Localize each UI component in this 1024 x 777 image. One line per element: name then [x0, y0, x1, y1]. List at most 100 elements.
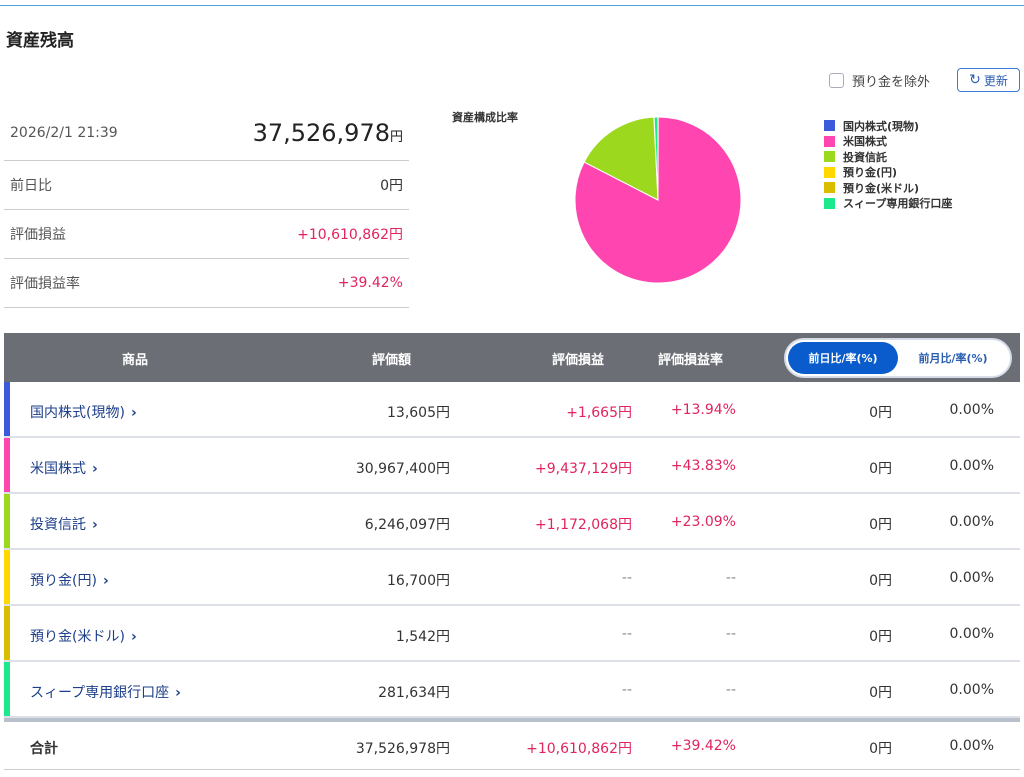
row-pl: +9,437,129円: [535, 461, 632, 477]
summary-label: 評価損益: [10, 227, 66, 243]
legend-label: スィープ専用銀行口座: [843, 197, 953, 211]
header-value: 評価額: [372, 353, 412, 368]
summary-value: 0円: [380, 178, 403, 194]
summary-total-row: 2026/2/1 21:39 37,526,978円: [4, 106, 409, 161]
table-row: 国内株式(現物) › 13,605円 +1,665円 +13.94% 0円 0.0…: [4, 382, 1020, 438]
chart-legend: 国内株式(現物) 米国株式 投資信託 預り金(円) 預り金(米ドル) スィープ専用銀行口座: [824, 118, 952, 211]
row-value: 1,542円: [395, 629, 450, 645]
total-pl: +10,610,862円: [526, 741, 632, 757]
legend-item: 米国株式: [824, 134, 952, 150]
category-name: 預り金(米ドル): [30, 629, 125, 645]
total-pl-rate: +39.42%: [670, 738, 736, 754]
exclude-deposit-checkbox[interactable]: 預り金を除外: [829, 71, 930, 90]
row-pl: --: [621, 570, 632, 586]
category-link[interactable]: 預り金(米ドル) ›: [30, 626, 137, 646]
header-pl: 評価損益: [552, 353, 605, 368]
table-row: 預り金(円) › 16,700円 -- -- 0円 0.00%: [4, 550, 1020, 606]
total-change: 0円: [869, 741, 892, 757]
category-link[interactable]: 預り金(円) ›: [30, 570, 109, 590]
row-change: 0円: [869, 573, 892, 589]
category-name: スィープ専用銀行口座: [30, 685, 170, 701]
row-pl: --: [621, 626, 632, 642]
category-link[interactable]: 国内株式(現物) ›: [30, 402, 137, 422]
summary-label: 評価損益率: [10, 276, 80, 292]
toggle-monthly[interactable]: 前月比/率(%): [918, 352, 988, 365]
category-link[interactable]: 投資信託 ›: [30, 514, 98, 534]
category-name: 投資信託: [30, 517, 86, 533]
table-row: スィープ専用銀行口座 › 281,634円 -- -- 0円 0.00%: [4, 662, 1020, 718]
category-color-bar: [4, 438, 10, 492]
legend-label: 国内株式(現物): [843, 119, 920, 133]
period-toggle: 前日比/率(%) 前月比/率(%): [784, 338, 1012, 378]
top-divider: [0, 5, 1024, 6]
category-color-bar: [4, 662, 10, 716]
page-title: 資産残高: [6, 31, 74, 51]
row-pl: +1,665円: [566, 405, 632, 421]
legend-swatch: [824, 151, 835, 163]
chevron-right-icon: ›: [102, 573, 109, 589]
row-change-rate: 0.00%: [949, 570, 994, 586]
summary-value: +39.42%: [337, 275, 403, 291]
row-change: 0円: [869, 461, 892, 477]
row-value: 16,700円: [387, 573, 450, 589]
summary-row-daily: 前日比 0円: [4, 161, 409, 210]
summary-row-pl-rate: 評価損益率 +39.42%: [4, 259, 409, 308]
category-color-bar: [4, 550, 10, 604]
legend-item: 預り金(円): [824, 165, 952, 181]
category-name: 米国株式: [30, 461, 86, 477]
summary-row-pl: 評価損益 +10,610,862円: [4, 210, 409, 259]
category-link[interactable]: スィープ専用銀行口座 ›: [30, 682, 181, 702]
checkbox-box[interactable]: [829, 73, 844, 88]
legend-label: 米国株式: [843, 135, 887, 149]
legend-item: 国内株式(現物): [824, 118, 952, 134]
asset-pie-chart: [574, 116, 742, 284]
category-color-bar: [4, 494, 10, 548]
row-pl: --: [621, 682, 632, 698]
table-header: 商品 評価額 評価損益 評価損益率 前日比/率(%) 前月比/率(%): [4, 333, 1020, 382]
header-name: 商品: [122, 353, 149, 368]
total-value-number: 37,526,978: [252, 119, 390, 147]
legend-item: 預り金(米ドル): [824, 180, 952, 196]
legend-item: スィープ専用銀行口座: [824, 196, 952, 212]
refresh-label: 更新: [983, 73, 1008, 88]
pie-slice: [574, 116, 742, 284]
table-row: 米国株式 › 30,967,400円 +9,437,129円 +43.83% 0円…: [4, 438, 1020, 494]
category-name: 国内株式(現物): [30, 405, 125, 421]
pie-slice: [653, 116, 659, 201]
summary-value: +10,610,862円: [297, 227, 403, 243]
chevron-right-icon: ›: [130, 629, 137, 645]
category-link[interactable]: 米国株式 ›: [30, 458, 98, 478]
refresh-button[interactable]: ↻ 更新: [957, 68, 1020, 92]
row-change: 0円: [869, 405, 892, 421]
summary-label: 前日比: [10, 178, 52, 194]
total-value: 37,526,978円: [253, 119, 403, 147]
legend-item: 投資信託: [824, 149, 952, 165]
total-change-rate: 0.00%: [949, 738, 994, 754]
total-value: 37,526,978円: [355, 741, 450, 757]
row-value: 30,967,400円: [355, 461, 450, 477]
row-pl: +1,172,068円: [535, 517, 632, 533]
row-pl-rate: +23.09%: [670, 514, 736, 530]
table-row: 投資信託 › 6,246,097円 +1,172,068円 +23.09% 0円 …: [4, 494, 1020, 550]
row-change: 0円: [869, 517, 892, 533]
total-row: 合計 37,526,978円 +10,610,862円 +39.42% 0円 0…: [4, 718, 1020, 770]
row-pl-rate: --: [725, 626, 736, 642]
chevron-right-icon: ›: [92, 461, 98, 477]
row-change: 0円: [869, 685, 892, 701]
legend-swatch: [824, 182, 835, 194]
pie-slice: [583, 116, 659, 201]
row-value: 281,634円: [378, 685, 450, 701]
toggle-daily[interactable]: 前日比/率(%): [788, 342, 898, 374]
row-pl-rate: +43.83%: [670, 458, 736, 474]
legend-swatch: [824, 135, 835, 147]
row-pl-rate: +13.94%: [670, 402, 736, 418]
total-label: 合計: [30, 741, 58, 757]
row-change-rate: 0.00%: [949, 626, 994, 642]
asset-table: 商品 評価額 評価損益 評価損益率 前日比/率(%) 前月比/率(%) 国内株式…: [4, 333, 1020, 770]
chart-title: 資産構成比率: [452, 111, 518, 124]
checkbox-label: 預り金を除外: [852, 75, 931, 90]
row-change-rate: 0.00%: [949, 402, 994, 418]
row-change-rate: 0.00%: [949, 682, 994, 698]
table-row: 預り金(米ドル) › 1,542円 -- -- 0円 0.00%: [4, 606, 1020, 662]
category-name: 預り金(円): [30, 573, 97, 589]
